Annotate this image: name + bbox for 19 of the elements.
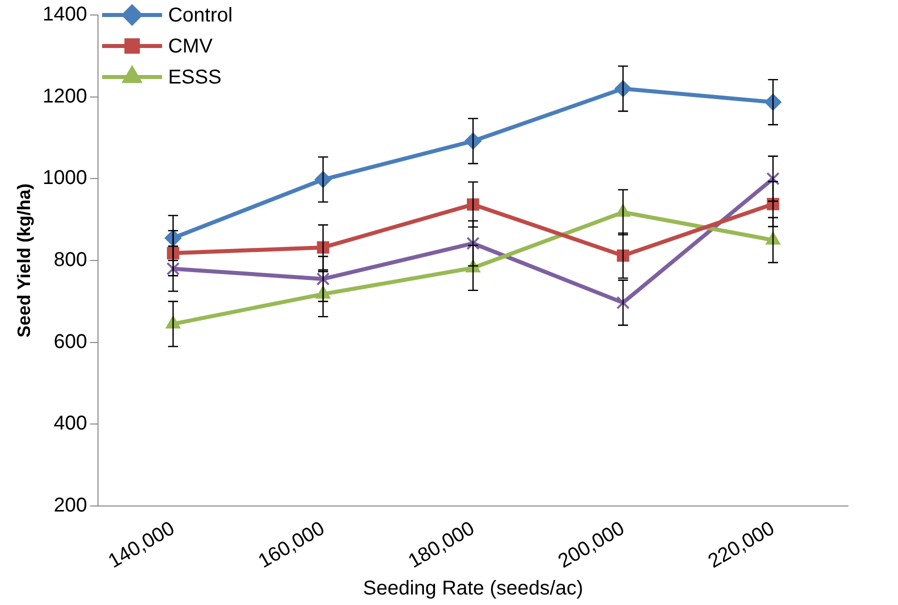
point (766, 172, 780, 186)
point (316, 272, 330, 286)
legend-label: Control (168, 4, 233, 27)
y-tick-label: 1000 (42, 167, 88, 190)
x-axis-title: Seeding Rate (seeds/ac) (362, 578, 584, 600)
y-tick-label: 600 (54, 330, 88, 353)
point (166, 262, 180, 276)
y-tick-label: 400 (54, 412, 88, 435)
y-tick-label: 200 (54, 494, 88, 517)
legend-label: ESSS (168, 66, 222, 89)
point (616, 249, 630, 262)
y-tick-label: 1200 (42, 85, 88, 108)
point (166, 247, 180, 260)
y-axis-title: Seed Yield (kg/ha) (14, 184, 34, 338)
y-tick-label: 1400 (42, 4, 88, 26)
y-tick-label: 800 (54, 249, 88, 272)
legend-label: CMV (168, 36, 214, 58)
point (616, 296, 630, 310)
point (466, 236, 480, 250)
